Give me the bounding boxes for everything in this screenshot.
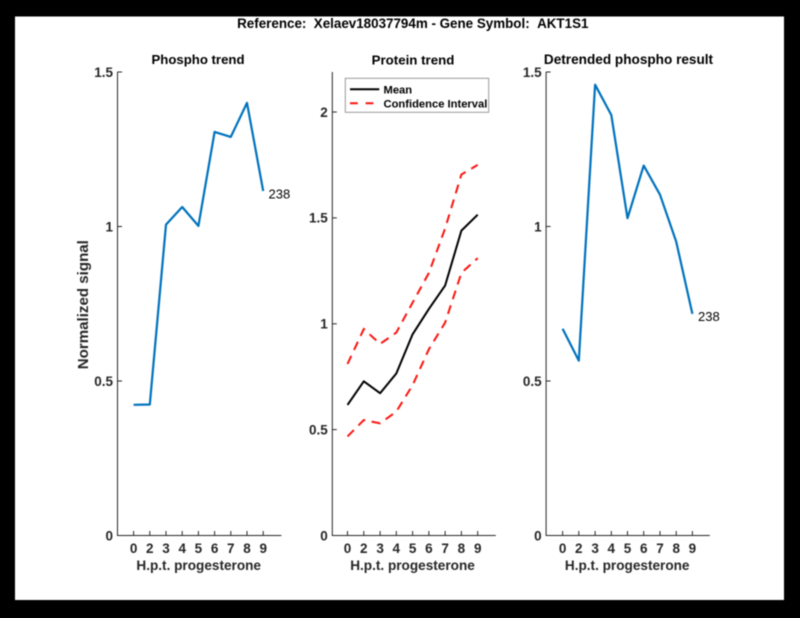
svg-text:7: 7	[227, 541, 235, 556]
svg-text:238: 238	[269, 187, 291, 202]
svg-text:9: 9	[474, 541, 482, 556]
svg-text:H.p.t. progesterone: H.p.t. progesterone	[565, 558, 690, 573]
svg-text:7: 7	[656, 541, 664, 556]
svg-text:Normalized signal: Normalized signal	[75, 240, 92, 369]
svg-text:8: 8	[243, 541, 251, 556]
svg-text:6: 6	[640, 541, 648, 556]
svg-text:0.5: 0.5	[523, 374, 542, 389]
svg-text:0.5: 0.5	[94, 374, 113, 389]
svg-text:2: 2	[320, 105, 328, 120]
svg-text:1: 1	[320, 317, 328, 332]
svg-text:3: 3	[162, 541, 170, 556]
svg-text:Protein trend: Protein trend	[372, 53, 455, 68]
svg-text:0.5: 0.5	[309, 422, 328, 437]
svg-text:Mean: Mean	[384, 85, 413, 97]
svg-text:0: 0	[559, 541, 567, 556]
svg-text:4: 4	[393, 541, 401, 556]
svg-text:8: 8	[672, 541, 680, 556]
svg-text:Detrended phospho result: Detrended phospho result	[544, 52, 714, 67]
svg-text:1.5: 1.5	[523, 65, 542, 80]
svg-text:5: 5	[624, 541, 632, 556]
svg-text:Phospho trend: Phospho trend	[151, 52, 244, 67]
svg-text:5: 5	[409, 541, 417, 556]
svg-text:7: 7	[441, 541, 449, 556]
svg-text:3: 3	[591, 541, 599, 556]
svg-text:5: 5	[195, 541, 203, 556]
svg-text:H.p.t. progesterone: H.p.t. progesterone	[136, 558, 261, 573]
svg-text:2: 2	[575, 541, 583, 556]
svg-text:1: 1	[534, 219, 542, 234]
svg-text:0: 0	[534, 528, 542, 543]
svg-text:Reference: Xelaev18037794m -: Reference: Xelaev18037794m - Gene Symbol…	[237, 16, 589, 31]
svg-text:4: 4	[608, 541, 616, 556]
svg-text:8: 8	[458, 541, 466, 556]
svg-text:4: 4	[178, 541, 186, 556]
svg-text:3: 3	[376, 541, 384, 556]
svg-text:2: 2	[360, 541, 368, 556]
svg-text:1.5: 1.5	[94, 65, 113, 80]
svg-text:0: 0	[105, 528, 113, 543]
svg-text:1.5: 1.5	[309, 211, 328, 226]
svg-text:238: 238	[698, 309, 720, 324]
svg-text:2: 2	[146, 541, 154, 556]
svg-text:6: 6	[425, 541, 433, 556]
svg-text:Confidence Interval: Confidence Interval	[384, 99, 488, 111]
svg-text:9: 9	[259, 541, 267, 556]
svg-text:6: 6	[211, 541, 219, 556]
svg-text:1: 1	[105, 219, 113, 234]
svg-text:0: 0	[130, 541, 138, 556]
svg-text:0: 0	[344, 541, 352, 556]
svg-text:9: 9	[689, 541, 697, 556]
svg-text:H.p.t. progesterone: H.p.t. progesterone	[350, 558, 475, 573]
svg-text:0: 0	[320, 528, 328, 543]
